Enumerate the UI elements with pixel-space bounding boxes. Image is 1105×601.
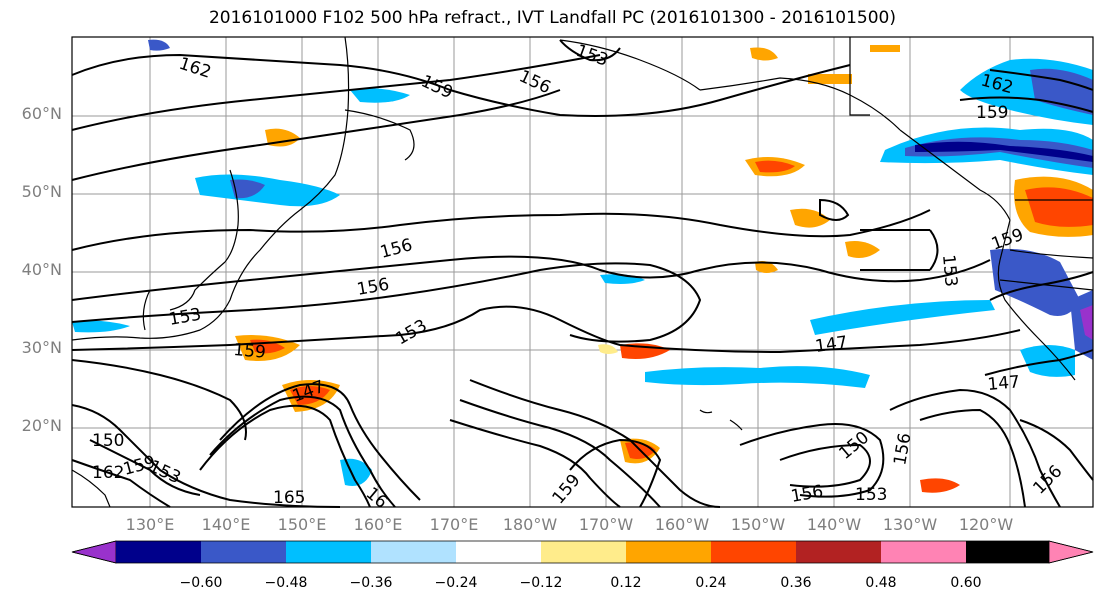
lat-label: 30°N (21, 338, 62, 357)
colorbar-segment (711, 541, 796, 563)
lat-label: 50°N (21, 182, 62, 201)
contour-label: 153 (855, 485, 887, 505)
colorbar-segment (201, 541, 286, 563)
colorbar-tick-label: 0.12 (610, 575, 642, 591)
colorbar-segment (966, 541, 1049, 563)
colorbar-tick-label: −0.60 (179, 575, 223, 591)
colorbar-segment (456, 541, 541, 563)
refractivity-contours (71, 39, 1094, 508)
lat-label: 40°N (21, 260, 62, 279)
lon-label: 150°E (277, 515, 327, 534)
contour-label: 153 (938, 254, 961, 288)
colorbar-segment (881, 541, 966, 563)
lon-label: 160°E (353, 515, 403, 534)
colorbar-segment (541, 541, 626, 563)
colorbar-max-extension (1048, 540, 1094, 564)
colorbar-segment (371, 541, 456, 563)
contour-label: 162 (92, 463, 124, 483)
coastlines (71, 36, 1094, 508)
lon-label: 160°W (654, 515, 710, 534)
lat-label: 60°N (21, 104, 62, 123)
colorbar-segment (626, 541, 711, 563)
colorbar (71, 540, 1094, 564)
colorbar-tick-label: −0.36 (349, 575, 393, 591)
contour-label: 159 (976, 103, 1008, 123)
contour-label: 159 (233, 340, 267, 363)
lat-label: 20°N (21, 416, 62, 435)
colorbar-tick-label: 0.48 (865, 575, 897, 591)
contour-label: 147 (987, 372, 1021, 395)
lon-label: 170°W (578, 515, 634, 534)
colorbar-min-extension (71, 540, 117, 564)
map-title: 2016101000 F102 500 hPa refract., IVT La… (208, 8, 896, 28)
filled-contours (72, 39, 1093, 493)
colorbar-tick-label: 0.60 (950, 575, 982, 591)
lon-label: 140°E (201, 515, 251, 534)
contour-label: 165 (273, 488, 305, 508)
contour-label: 147 (814, 333, 849, 357)
lon-label: 140°W (806, 515, 862, 534)
colorbar-tick-label: 0.36 (780, 575, 812, 591)
colorbar-segment (116, 541, 201, 563)
map-frame (71, 36, 1094, 508)
contour-label: 150 (92, 431, 124, 451)
lon-label: 170°E (429, 515, 479, 534)
colorbar-tick-label: −0.48 (264, 575, 308, 591)
colorbar-segment (286, 541, 371, 563)
lon-label: 150°W (730, 515, 786, 534)
lon-label: 130°W (882, 515, 938, 534)
colorbar-outline (71, 540, 1094, 564)
lon-label: 120°W (958, 515, 1014, 534)
colorbar-segment (796, 541, 881, 563)
colorbar-tick-label: −0.12 (519, 575, 563, 591)
lon-label: 130°E (125, 515, 175, 534)
lon-label: 180°W (502, 515, 558, 534)
colorbar-tick-label: −0.24 (434, 575, 478, 591)
colorbar-tick-label: 0.24 (695, 575, 727, 591)
